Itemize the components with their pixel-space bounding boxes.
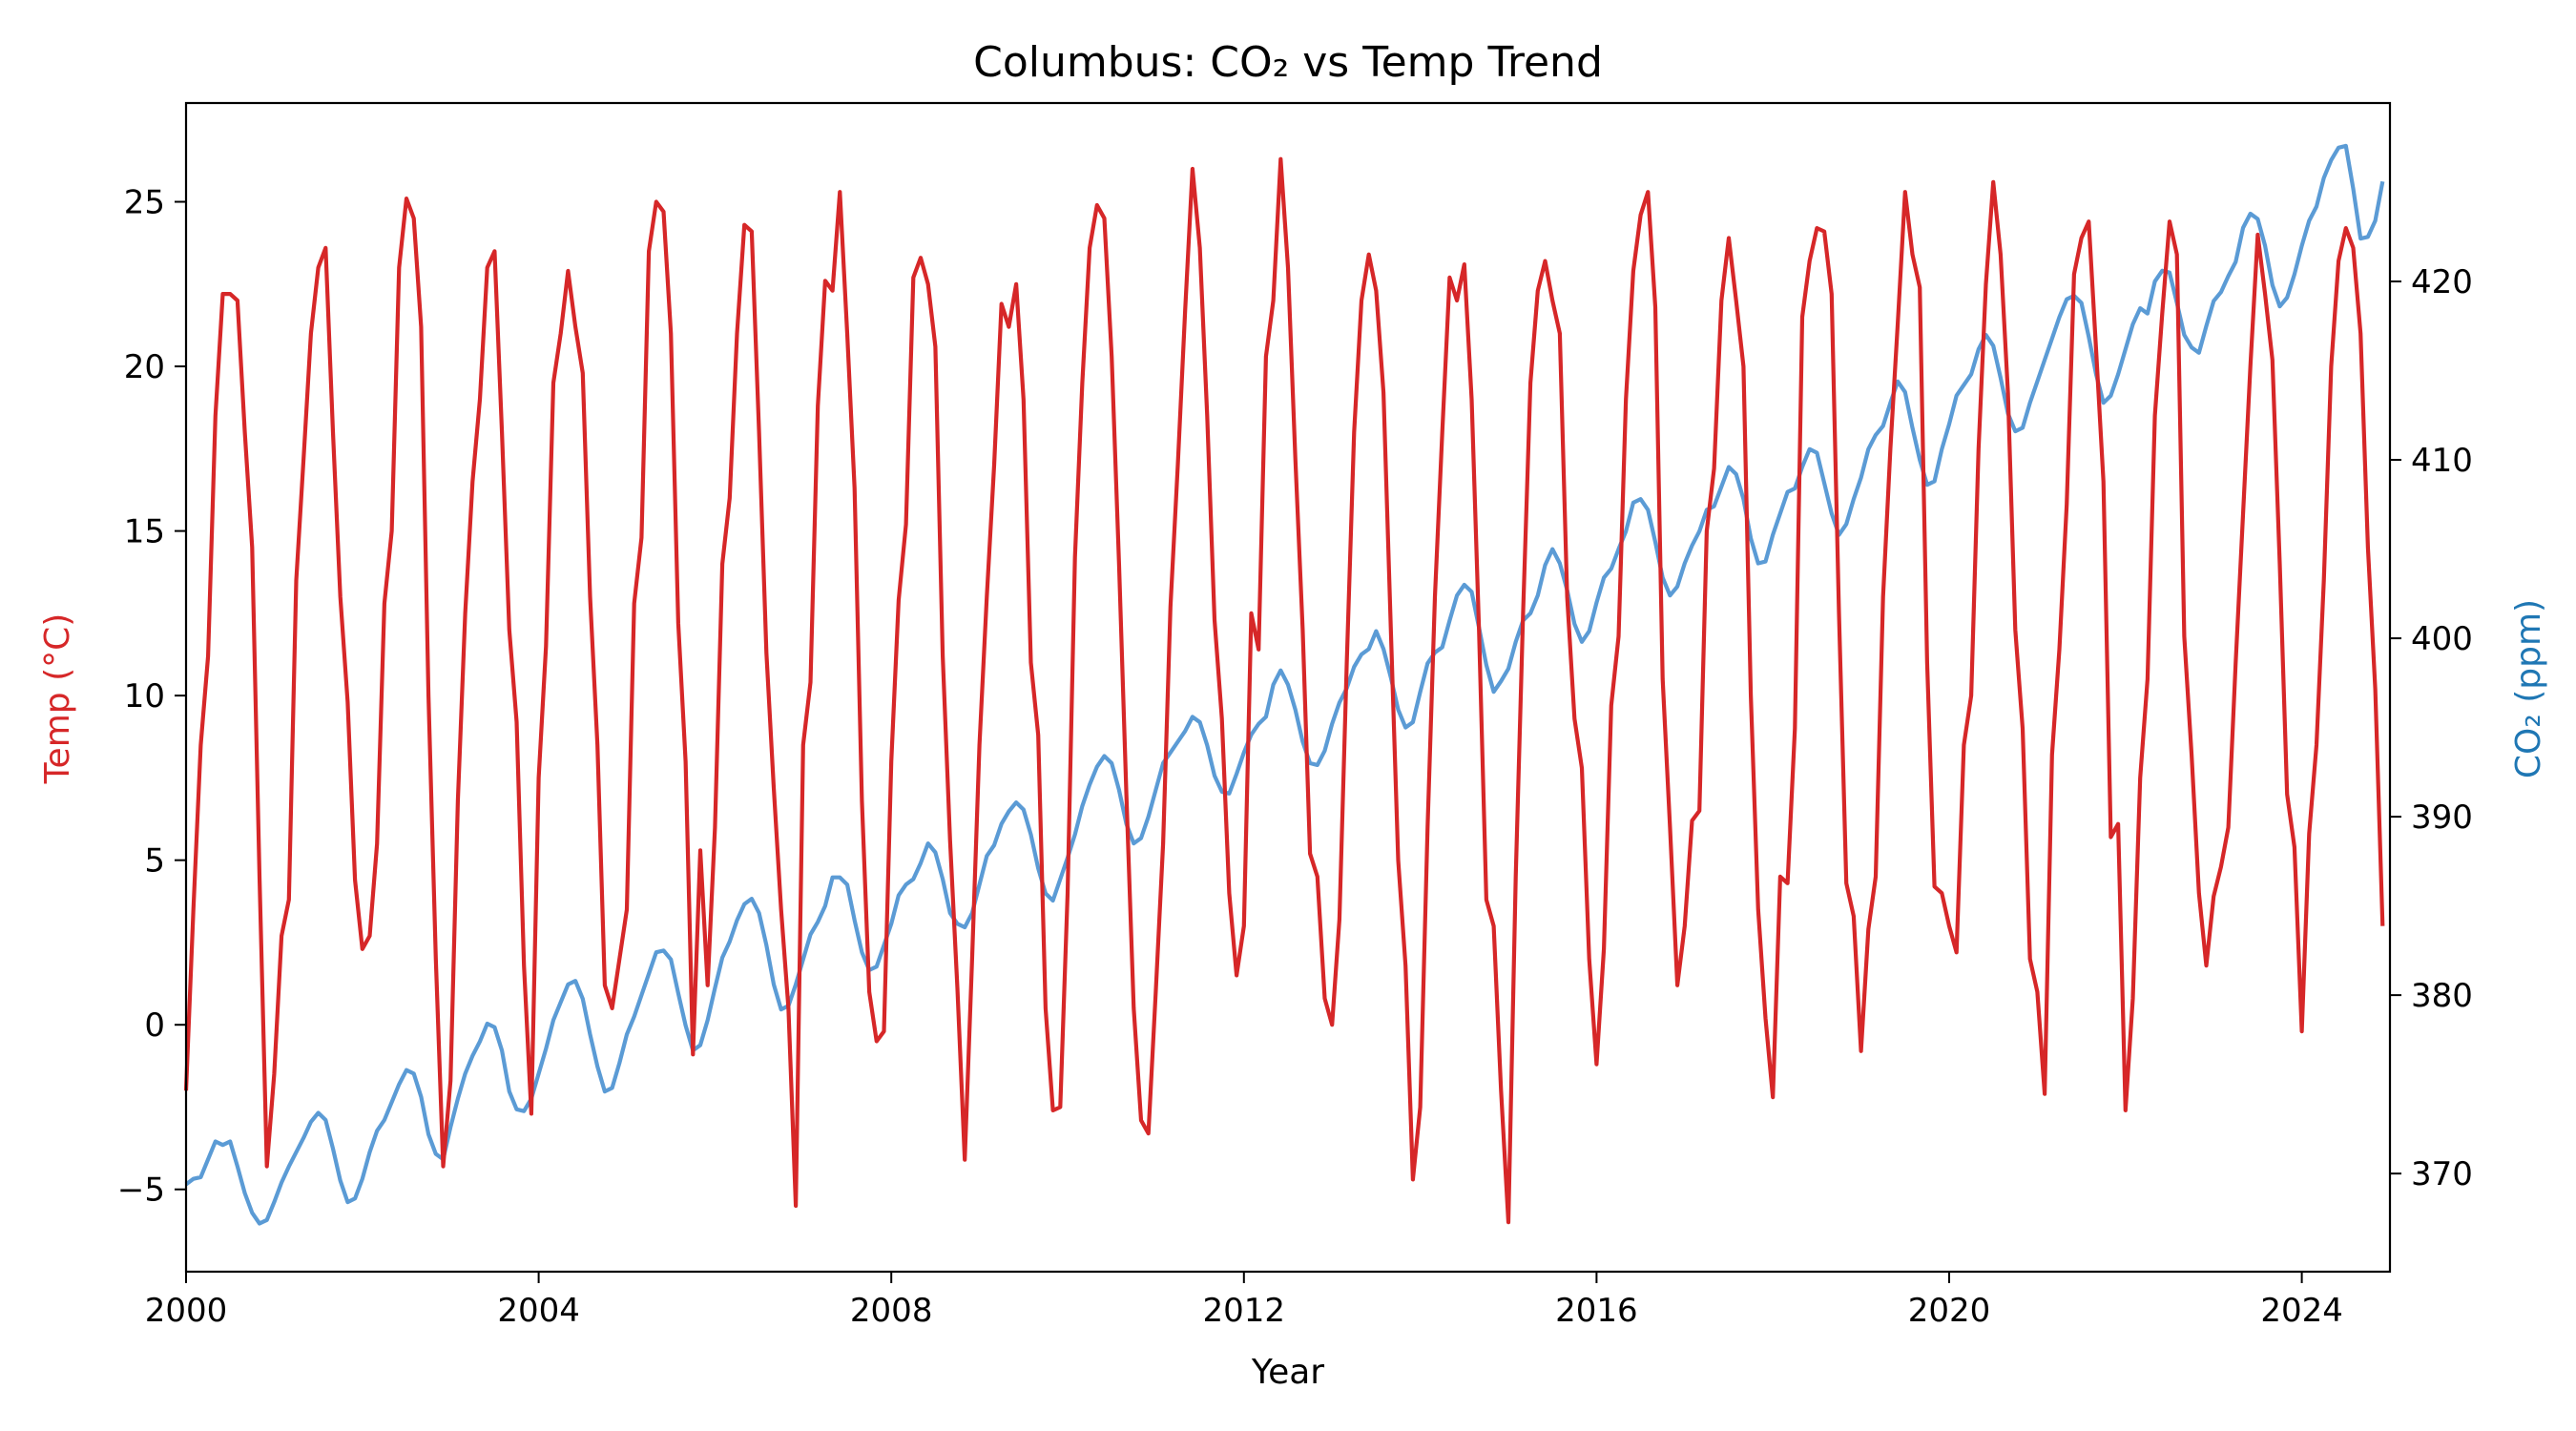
plot-frame <box>184 101 2392 1274</box>
left-y-tick-label: 5 <box>144 842 165 881</box>
right-y-tick-label: 410 <box>2411 442 2473 480</box>
left-y-tick-label: −5 <box>117 1172 165 1210</box>
right-y-tick-label: 400 <box>2411 620 2473 658</box>
right-y-tick-label: 370 <box>2411 1155 2473 1193</box>
temperature-series-line <box>183 156 2385 1225</box>
left-y-tick-label: 25 <box>124 184 165 222</box>
left-y-tick-label: 20 <box>124 348 165 386</box>
left-y-axis-label: Temp (°C) <box>38 613 77 785</box>
x-axis-label: Year <box>1251 1353 1324 1392</box>
left-y-tick-label: 15 <box>124 513 165 551</box>
right-y-axis-label: CO₂ (ppm) <box>2509 599 2548 778</box>
axes: 2000 2004 2008 2012 2016 2020 2024 −5 0 5 10 15 20 25… <box>117 101 2473 1330</box>
x-tick-label: 2004 <box>497 1292 580 1330</box>
left-y-tick-label: 10 <box>124 677 165 716</box>
x-tick-label: 2012 <box>1203 1292 1286 1330</box>
right-y-tick-label: 380 <box>2411 977 2473 1015</box>
chart-title: Columbus: CO₂ vs Temp Trend <box>973 38 1603 87</box>
x-tick-label: 2020 <box>1908 1292 1991 1330</box>
left-y-tick-label: 0 <box>144 1006 165 1045</box>
x-tick-label: 2016 <box>1555 1292 1638 1330</box>
right-y-tick-label: 390 <box>2411 798 2473 837</box>
x-tick-label: 2000 <box>145 1292 228 1330</box>
x-tick-label: 2008 <box>850 1292 933 1330</box>
x-tick-label: 2024 <box>2260 1292 2343 1330</box>
plot-area <box>183 143 2385 1226</box>
co2-series-line <box>184 143 2385 1226</box>
right-y-tick-label: 420 <box>2411 263 2473 301</box>
